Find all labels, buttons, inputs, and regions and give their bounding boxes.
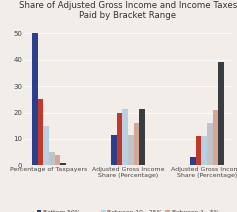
- Bar: [32, 33, 38, 165]
- Title: Share of Adjusted Gross Income and Income Taxes
Paid by Bracket Range: Share of Adjusted Gross Income and Incom…: [19, 1, 237, 21]
- Bar: [134, 123, 139, 165]
- Bar: [38, 99, 43, 165]
- Bar: [218, 62, 224, 165]
- Bar: [128, 135, 134, 165]
- Bar: [213, 110, 218, 165]
- Bar: [207, 123, 213, 165]
- Bar: [201, 136, 207, 165]
- Bar: [190, 157, 196, 165]
- Bar: [139, 109, 145, 165]
- Bar: [196, 136, 201, 165]
- Bar: [55, 155, 60, 165]
- Legend: Bottom 50%, Between 25 - 50%, Between 10 - 25%, Between 5 - 10%, Between 1 - 5%,: Bottom 50%, Between 25 - 50%, Between 10…: [34, 208, 222, 212]
- Bar: [49, 152, 55, 165]
- Bar: [43, 126, 49, 165]
- Bar: [122, 109, 128, 165]
- Bar: [117, 113, 122, 165]
- Bar: [60, 163, 66, 165]
- Bar: [111, 135, 117, 165]
